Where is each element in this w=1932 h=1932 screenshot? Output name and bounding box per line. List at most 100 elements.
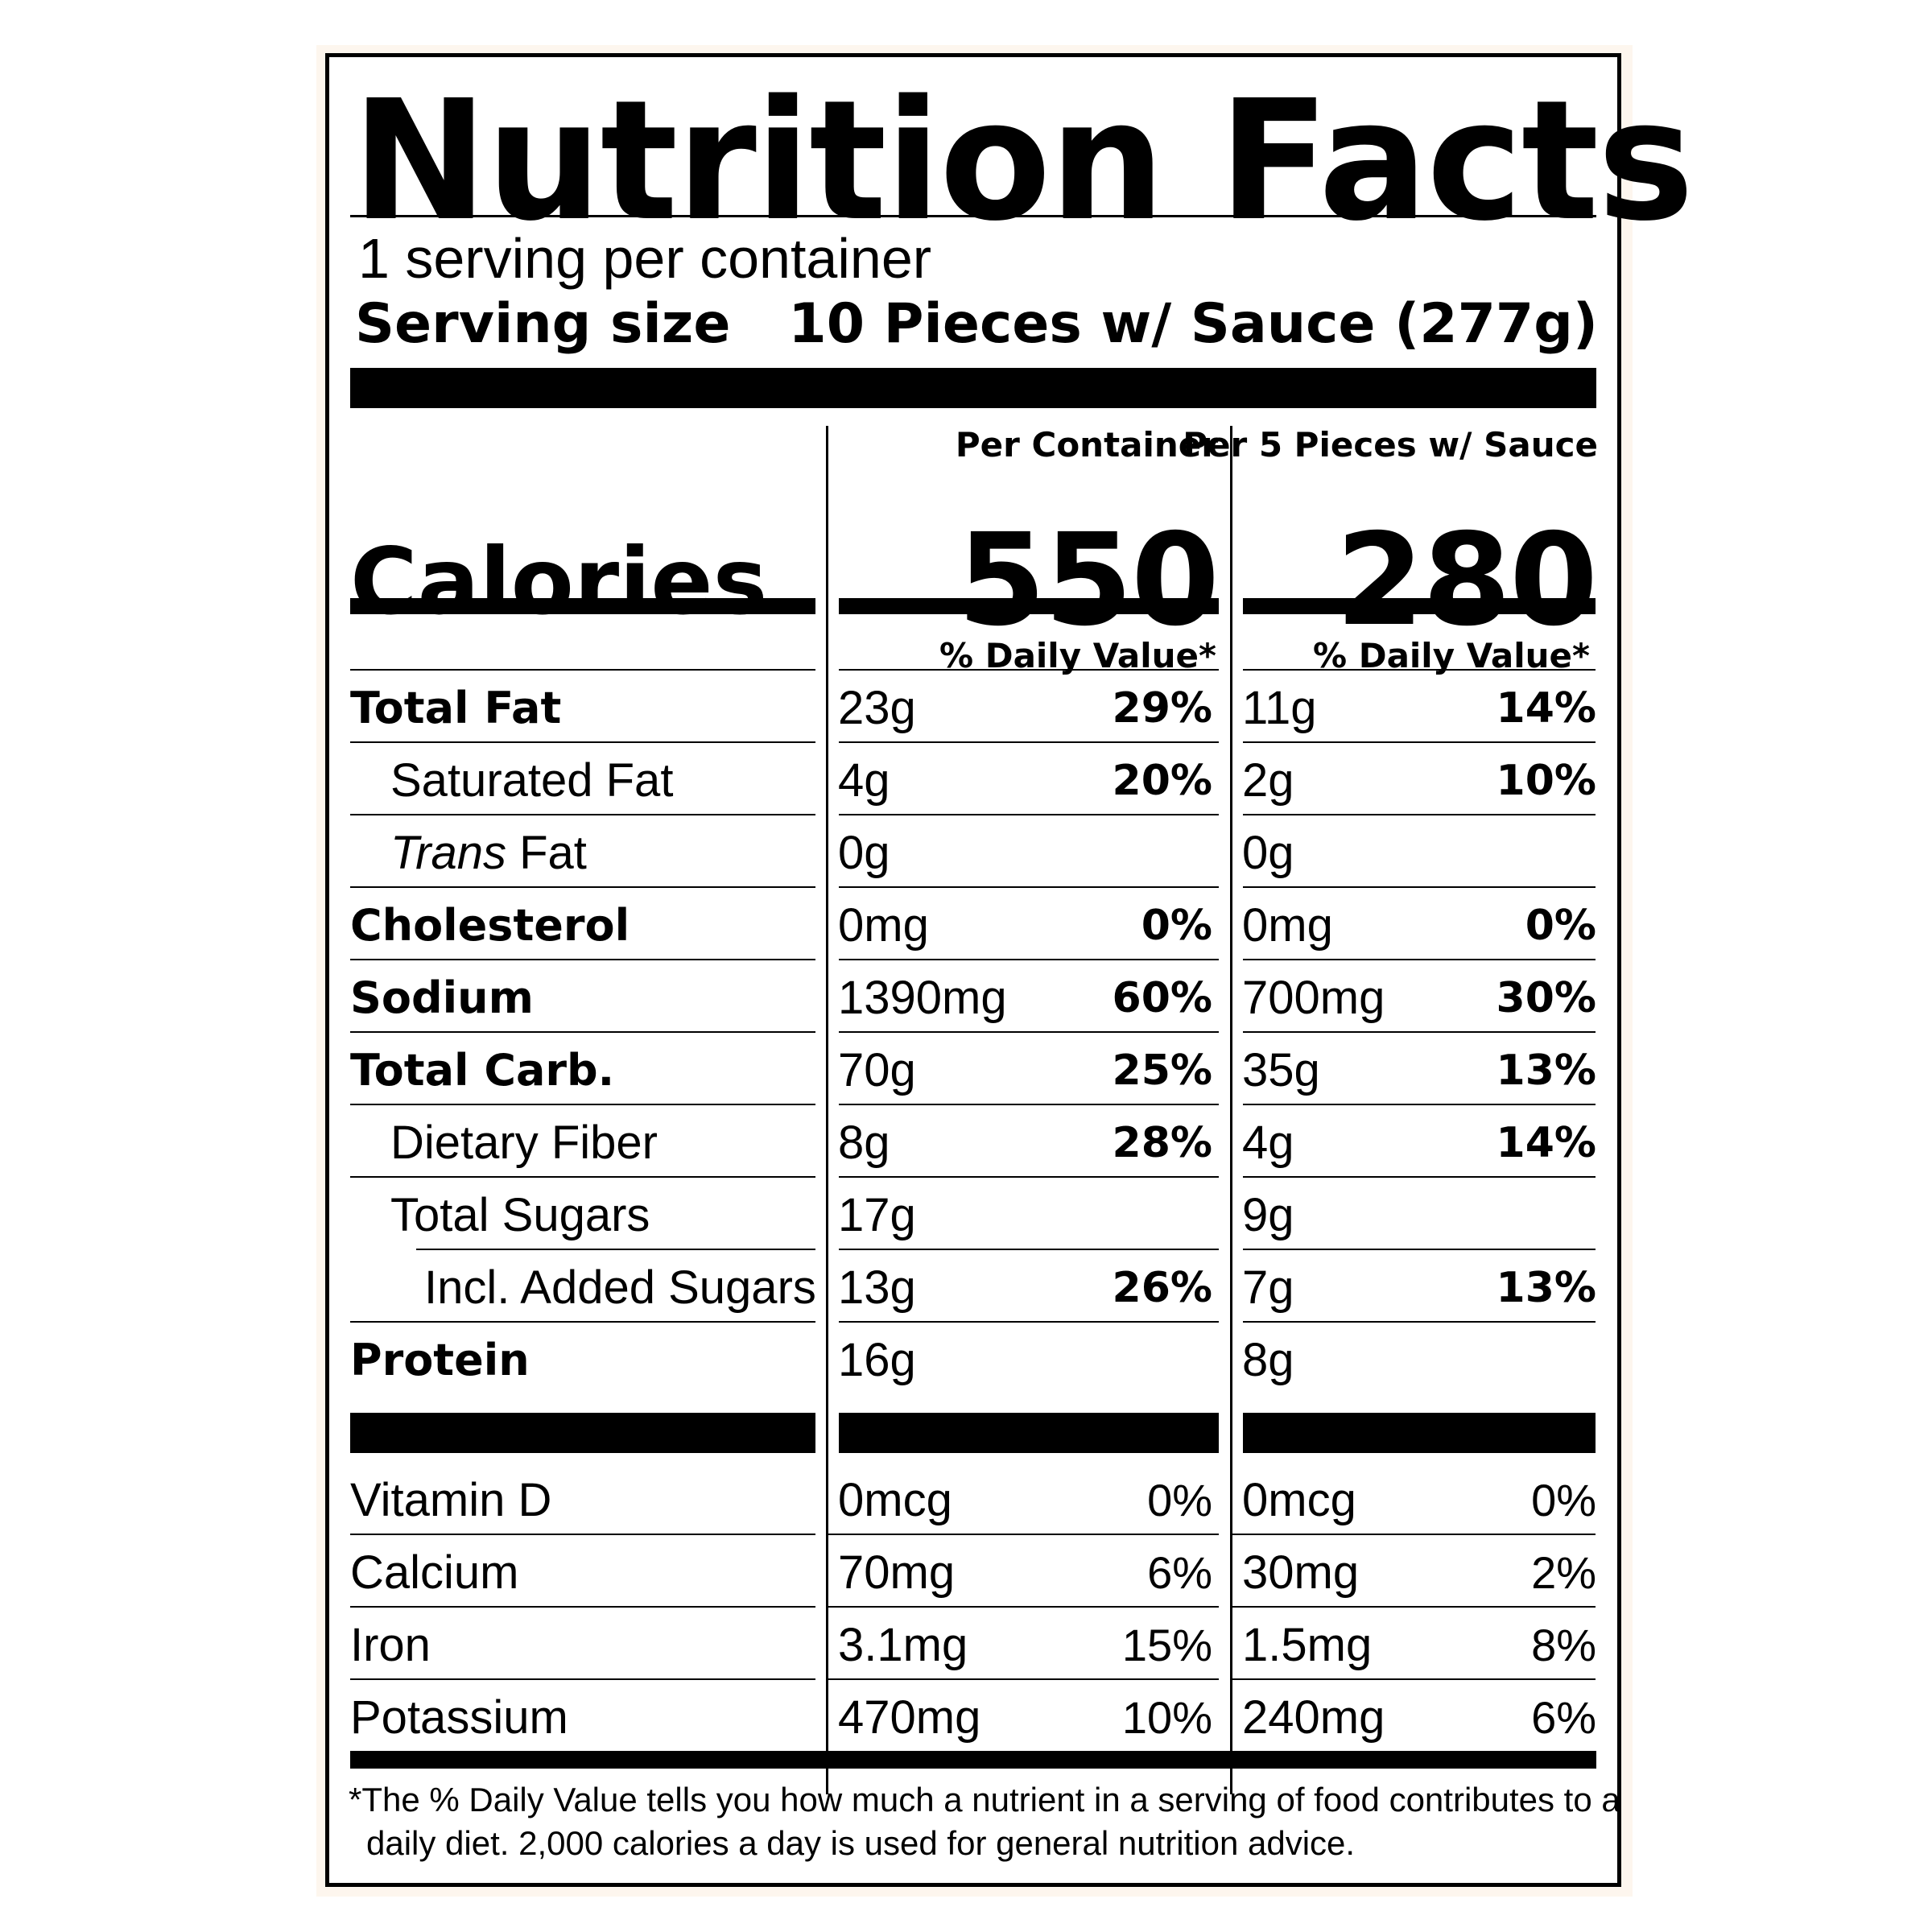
row-rule-col1 bbox=[839, 1031, 1219, 1033]
nutrient-amount: 700mg bbox=[1242, 972, 1385, 1024]
row-rule-name bbox=[350, 1176, 815, 1178]
nutrient-amount: 2g bbox=[1242, 754, 1294, 807]
vitamin-name: Vitamin D bbox=[350, 1474, 552, 1526]
title-rule bbox=[350, 215, 1596, 217]
nutrient-amount: 0g bbox=[838, 827, 890, 879]
nutrient-daily-value: 60% bbox=[1112, 974, 1212, 1022]
nutrient-name: Trans Fat bbox=[390, 825, 587, 881]
row-rule-name bbox=[350, 886, 815, 888]
row-rule-col1 bbox=[828, 1678, 1219, 1680]
row-rule-name bbox=[416, 1249, 815, 1250]
nutrient-daily-value: 13% bbox=[1496, 1046, 1596, 1095]
vitamin-amount: 470mg bbox=[838, 1691, 981, 1744]
row-rule-col2 bbox=[1243, 886, 1596, 888]
nutrient-name: Cholesterol bbox=[350, 900, 630, 951]
nutrient-name: Total Fat bbox=[350, 683, 562, 733]
row-rule-col2 bbox=[1232, 1534, 1596, 1535]
row-rule-name bbox=[350, 814, 815, 815]
nutrient-daily-value: 28% bbox=[1112, 1119, 1212, 1167]
vitamin-amount: 240mg bbox=[1242, 1691, 1385, 1744]
footnote-line-2: daily diet. 2,000 calories a day is used… bbox=[366, 1824, 1356, 1862]
nutrient-row: Protein 16g 8g bbox=[329, 1321, 1617, 1393]
row-rule-col1 bbox=[839, 1249, 1219, 1250]
footnote-line-1: *The % Daily Value tells you how much a … bbox=[349, 1781, 1620, 1818]
nutrient-row: Saturated Fat 4g 20% 2g 10% bbox=[329, 741, 1617, 814]
row-rule-col1 bbox=[839, 886, 1219, 888]
nutrient-row: Dietary Fiber 8g 28% 4g 14% bbox=[329, 1104, 1617, 1176]
nutrient-daily-value: 30% bbox=[1496, 974, 1596, 1022]
vitamin-amount: 0mcg bbox=[1242, 1474, 1356, 1526]
row-rule-name bbox=[350, 1534, 815, 1535]
row-rule-col2 bbox=[1232, 1678, 1596, 1680]
row-rule-col1 bbox=[839, 1321, 1219, 1323]
row-rule-col1 bbox=[839, 1104, 1219, 1105]
vitamin-name: Calcium bbox=[350, 1546, 519, 1599]
nutrient-amount: 23g bbox=[838, 682, 916, 734]
nutrient-daily-value: 26% bbox=[1112, 1264, 1212, 1312]
nutrient-name: Total Sugars bbox=[390, 1189, 650, 1241]
row-rule-col2 bbox=[1243, 959, 1596, 960]
row-rule-col2 bbox=[1232, 1606, 1596, 1608]
calories-bar-col1 bbox=[839, 598, 1219, 614]
row-rule-col1 bbox=[828, 1534, 1219, 1535]
nutrient-daily-value: 20% bbox=[1112, 757, 1212, 805]
row-rule-col2 bbox=[1243, 814, 1596, 815]
row-rule-col2 bbox=[1243, 1321, 1596, 1323]
nutrient-row: Incl. Added Sugars 13g 26% 7g 13% bbox=[329, 1249, 1617, 1321]
vitamin-bar-col2 bbox=[1243, 1413, 1596, 1453]
row-rule-name bbox=[350, 741, 815, 743]
nutrient-row: Sodium 1390mg 60% 700mg 30% bbox=[329, 959, 1617, 1031]
row-rule-col2 bbox=[1243, 1031, 1596, 1033]
nutrient-row: Total Carb. 70g 25% 35g 13% bbox=[329, 1031, 1617, 1104]
nutrient-amount: 0g bbox=[1242, 827, 1294, 879]
vitamin-row: Vitamin D 0mcg 0% 0mcg 0% bbox=[329, 1461, 1617, 1534]
vitamin-amount: 70mg bbox=[838, 1546, 956, 1599]
nutrient-name: Protein bbox=[350, 1335, 530, 1385]
servings-per-container: 1 serving per container bbox=[358, 227, 932, 290]
nutrient-row: Cholesterol 0mg 0% 0mg 0% bbox=[329, 886, 1617, 959]
row-rule-name bbox=[350, 1321, 815, 1323]
vitamin-daily-value: 0% bbox=[1531, 1475, 1596, 1525]
row-rule-col2 bbox=[1243, 669, 1596, 671]
vitamin-bar-name bbox=[350, 1413, 815, 1453]
row-rule-name bbox=[350, 669, 815, 671]
vitamin-amount: 30mg bbox=[1242, 1546, 1360, 1599]
row-rule-col1 bbox=[839, 1176, 1219, 1178]
row-rule-col1 bbox=[839, 741, 1219, 743]
row-rule-name bbox=[350, 1606, 815, 1608]
nutrient-amount: 1390mg bbox=[838, 972, 1007, 1024]
vitamin-row: Calcium 70mg 6% 30mg 2% bbox=[329, 1534, 1617, 1606]
row-rule-col2 bbox=[1243, 1176, 1596, 1178]
nutrient-daily-value: 10% bbox=[1496, 757, 1596, 805]
nutrient-name: Dietary Fiber bbox=[390, 1117, 658, 1169]
row-rule-col1 bbox=[839, 814, 1219, 815]
row-rule-col1 bbox=[828, 1606, 1219, 1608]
nutrient-row: Total Sugars 17g 9g bbox=[329, 1176, 1617, 1249]
nutrient-amount: 8g bbox=[838, 1117, 890, 1169]
nutrient-daily-value: 25% bbox=[1112, 1046, 1212, 1095]
nutrient-amount: 13g bbox=[838, 1261, 916, 1314]
column-header-per-5-pieces: Per 5 Pieces w/ Sauce bbox=[1183, 425, 1598, 464]
row-rule-name bbox=[350, 1104, 815, 1105]
dv-header-col2: % Daily Value* bbox=[1313, 636, 1590, 675]
calories-label: Calories bbox=[350, 528, 768, 635]
row-rule-name bbox=[350, 1678, 815, 1680]
vitamin-daily-value: 0% bbox=[1147, 1475, 1212, 1525]
vitamin-daily-value: 8% bbox=[1531, 1620, 1596, 1670]
vitamin-daily-value: 15% bbox=[1121, 1620, 1212, 1670]
dv-header-col1: % Daily Value* bbox=[939, 636, 1216, 675]
vitamin-name: Potassium bbox=[350, 1691, 568, 1744]
serving-size-label: Serving size bbox=[355, 292, 731, 356]
row-rule-col2 bbox=[1243, 1249, 1596, 1250]
nutrient-name: Incl. Added Sugars bbox=[424, 1261, 816, 1314]
nutrient-name-italic: Trans bbox=[390, 827, 506, 879]
row-rule-col1 bbox=[839, 669, 1219, 671]
nutrient-daily-value: 14% bbox=[1496, 1119, 1596, 1167]
nutrient-amount: 17g bbox=[838, 1189, 916, 1241]
row-rule-col2 bbox=[1243, 741, 1596, 743]
nutrient-daily-value: 29% bbox=[1112, 684, 1212, 733]
nutrient-daily-value: 0% bbox=[1525, 902, 1596, 950]
serving-size-value: 10 Pieces w/ Sauce (277g) bbox=[788, 292, 1598, 356]
nutrient-daily-value: 14% bbox=[1496, 684, 1596, 733]
nutrient-name: Saturated Fat bbox=[390, 754, 674, 807]
